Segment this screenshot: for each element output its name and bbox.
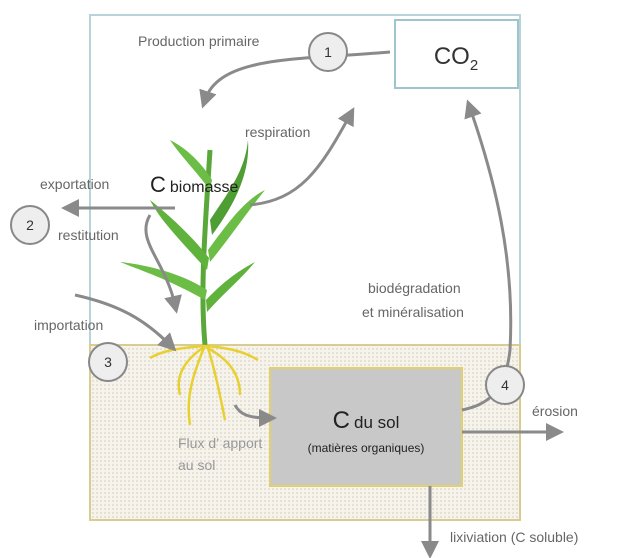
node-number: 1 — [324, 44, 332, 60]
co2-label: CO2 — [434, 43, 478, 74]
arrow-mineralisation — [461, 99, 513, 412]
label-importation: importation — [34, 317, 103, 333]
node-number: 2 — [26, 217, 34, 233]
roots — [149, 344, 259, 426]
arrow-flux — [233, 404, 277, 427]
arrow-restitution — [144, 214, 182, 314]
arrow-respiration — [249, 107, 355, 207]
label-production: Production primaire — [138, 33, 260, 49]
label-flux: au sol — [178, 457, 215, 473]
soil-carbon-detail: (matières organiques) — [308, 441, 425, 455]
arrow-importation — [74, 293, 177, 352]
label-restitution: restitution — [58, 227, 119, 243]
soil-carbon-box — [269, 367, 463, 487]
label-lixiviation: lixiviation (C soluble) — [450, 529, 578, 545]
node-circle — [485, 365, 525, 405]
label-respiration: respiration — [245, 124, 310, 140]
co2-box — [394, 19, 519, 89]
label-biodegradation: et minéralisation — [362, 304, 464, 320]
label-flux: Flux d’ apport — [178, 435, 262, 451]
label-exportation: exportation — [40, 176, 109, 192]
label-erosion: érosion — [532, 403, 578, 419]
arrow-production — [199, 50, 391, 109]
node-number: 3 — [104, 354, 112, 370]
node-circle — [10, 205, 50, 245]
node-number: 4 — [501, 377, 509, 393]
plant — [120, 140, 265, 346]
node-circle — [308, 32, 348, 72]
node-circle — [88, 342, 128, 382]
label-biodegradation: biodégradation — [368, 280, 461, 296]
